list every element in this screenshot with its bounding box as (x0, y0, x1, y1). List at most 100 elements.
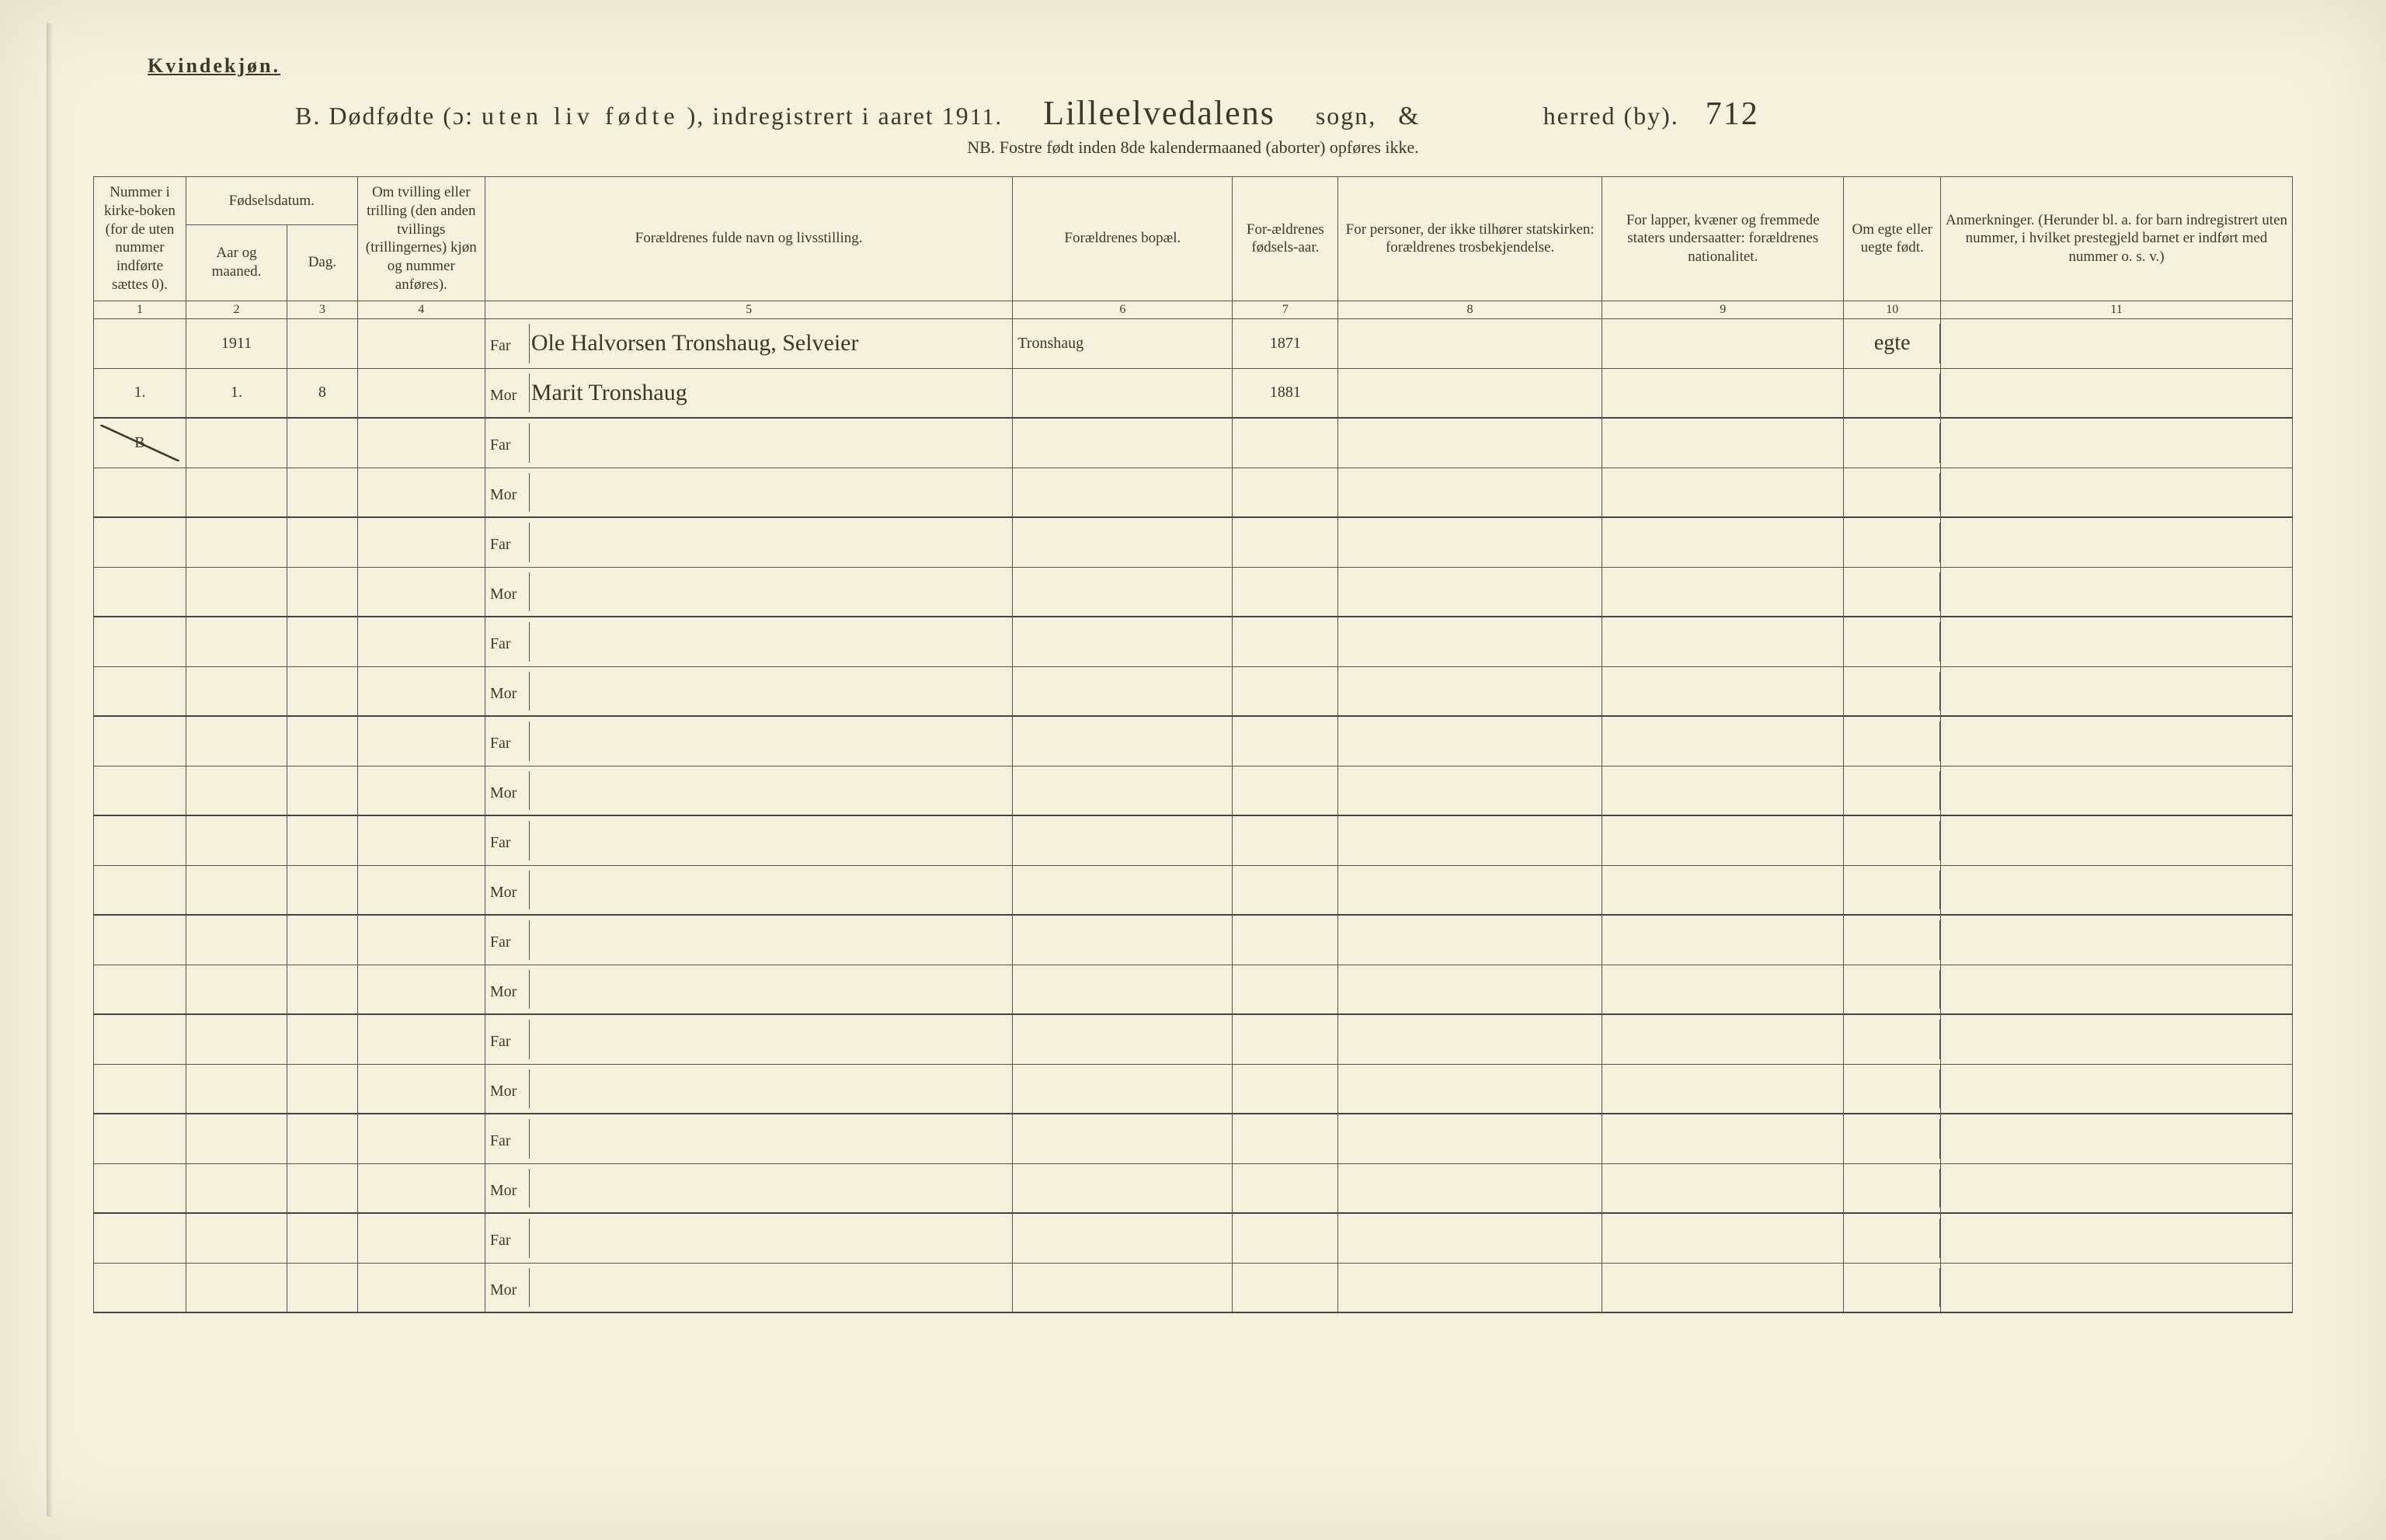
cell (287, 815, 358, 865)
cell (1602, 318, 1844, 368)
cell (287, 468, 358, 517)
cell (1338, 318, 1602, 368)
cell (1233, 1263, 1338, 1312)
table-row-mor: Mor (94, 1064, 2293, 1114)
cell (287, 1263, 358, 1312)
cell (1940, 666, 2292, 716)
legitimacy-cell (1844, 468, 1941, 517)
cell (1233, 865, 1338, 915)
cell (186, 1163, 287, 1213)
table-row-mor: Mor (94, 1163, 2293, 1213)
legitimacy-cell (1844, 965, 1941, 1014)
cell (357, 716, 485, 766)
legitimacy-cell (1844, 1163, 1941, 1213)
cell (186, 1263, 287, 1312)
cell (1013, 368, 1233, 418)
cell: B (94, 418, 186, 468)
table-row-far: Far (94, 1114, 2293, 1163)
cell: 1. (94, 368, 186, 418)
column-number-row: 1 2 3 4 5 6 7 8 9 10 11 (94, 301, 2293, 318)
cell (1602, 915, 1844, 965)
cell (1013, 1163, 1233, 1213)
colnum: 1 (94, 301, 186, 318)
page-title: B. Dødfødte (ɔ: uten liv fødte ), indreg… (295, 93, 2293, 133)
year-handwritten: 11. (970, 104, 1003, 130)
cell (1338, 368, 1602, 418)
cell (186, 567, 287, 617)
mor-label: Mor (490, 586, 527, 603)
cell (1940, 915, 2292, 965)
table-row-mor: Mor (94, 1263, 2293, 1312)
cell: 1911 (186, 318, 287, 368)
col-header-2a: Fødselsdatum. (186, 177, 357, 225)
colnum: 5 (485, 301, 1012, 318)
cell (1013, 1114, 1233, 1163)
table-row-mor: 1.1.8Mor Marit Tronshaug1881 (94, 368, 2293, 418)
cell (94, 915, 186, 965)
cell (1940, 815, 2292, 865)
cell (1602, 418, 1844, 468)
cell (287, 915, 358, 965)
cell (1013, 418, 1233, 468)
cell (1338, 1064, 1602, 1114)
cell (1940, 617, 2292, 666)
far-label: Far (490, 635, 527, 653)
colnum: 4 (357, 301, 485, 318)
cell (287, 766, 358, 815)
cell (357, 1014, 485, 1064)
far-label: Far (490, 1232, 527, 1250)
parents-cell: Far (485, 517, 1012, 567)
cell (1013, 617, 1233, 666)
cell (1602, 965, 1844, 1014)
cell (1233, 567, 1338, 617)
cell (1338, 815, 1602, 865)
cell (287, 666, 358, 716)
colnum: 10 (1844, 301, 1941, 318)
cell: 1881 (1233, 368, 1338, 418)
cell (186, 1064, 287, 1114)
legitimacy-cell (1844, 766, 1941, 815)
title-prefix: B. Dødfødte (ɔ: (295, 102, 482, 130)
cell: 1. (186, 368, 287, 418)
cell (1013, 915, 1233, 965)
cell (357, 368, 485, 418)
colnum: 11 (1940, 301, 2292, 318)
cell (94, 766, 186, 815)
table-header: Nummer i kirke-boken (for de uten nummer… (94, 177, 2293, 319)
cell (1940, 766, 2292, 815)
parents-cell: Far (485, 915, 1012, 965)
cell (186, 468, 287, 517)
register-table: Nummer i kirke-boken (for de uten nummer… (93, 176, 2293, 1313)
cell (1013, 1064, 1233, 1114)
parents-cell: Far (485, 815, 1012, 865)
sogn-name: Lilleelvedalens (1034, 93, 1285, 133)
table-row-far: Far (94, 1213, 2293, 1263)
cell (357, 1114, 485, 1163)
colnum: 3 (287, 301, 358, 318)
legitimacy-cell (1844, 716, 1941, 766)
table-row-far: Far (94, 617, 2293, 666)
parents-cell: Mor (485, 766, 1012, 815)
cell (357, 567, 485, 617)
cell (1233, 1014, 1338, 1064)
cell (1940, 1163, 2292, 1213)
cell (1233, 1163, 1338, 1213)
cell (1233, 1064, 1338, 1114)
cell (94, 1163, 186, 1213)
mor-label: Mor (490, 784, 527, 802)
cell (186, 815, 287, 865)
father-name: Ole Halvorsen Tronshaug, Selveier (531, 330, 859, 356)
col-header-2: Aar og maaned. (186, 224, 287, 301)
cell (1233, 965, 1338, 1014)
cell (1013, 517, 1233, 567)
legitimacy-cell (1844, 815, 1941, 865)
cell (186, 517, 287, 567)
cell (1338, 716, 1602, 766)
legitimacy-cell (1844, 368, 1941, 418)
cell (1338, 766, 1602, 815)
cell (1233, 915, 1338, 965)
cell (1940, 418, 2292, 468)
cell (1233, 468, 1338, 517)
cell (357, 1064, 485, 1114)
legitimacy-cell (1844, 1064, 1941, 1114)
